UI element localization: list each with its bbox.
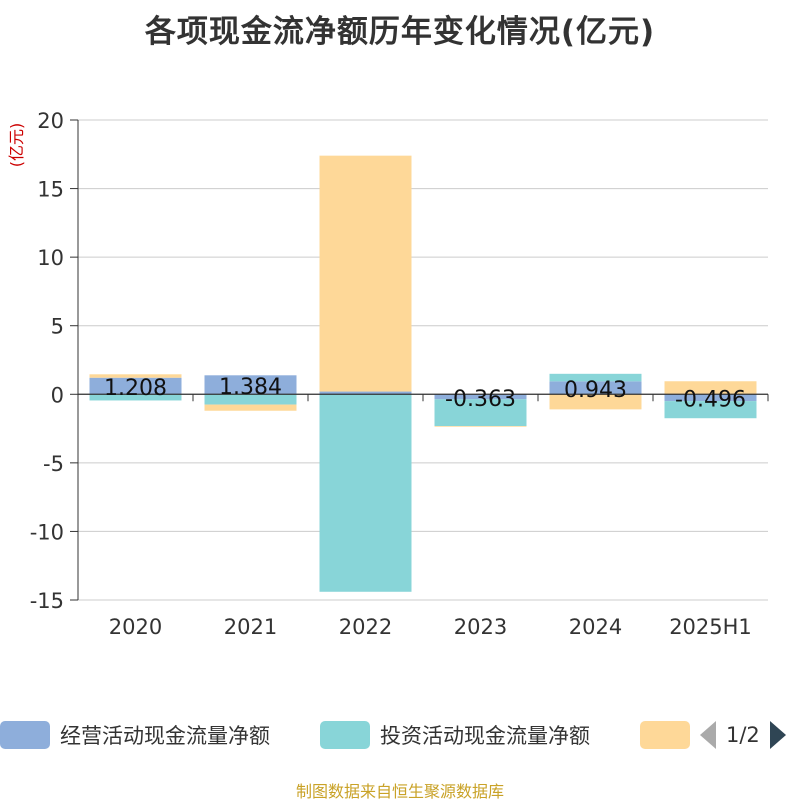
y-tick-label: 0: [51, 383, 64, 407]
legend: 经营活动现金流量净额 投资活动现金流量净额 1/2: [0, 716, 800, 752]
bar-2-2022[interactable]: [320, 394, 412, 591]
bar-3-2021[interactable]: [205, 405, 297, 411]
legend-item-investing[interactable]: 投资活动现金流量净额: [320, 720, 590, 750]
bars: [90, 156, 757, 592]
data-label: 0.943: [564, 378, 627, 403]
next-page-icon[interactable]: [770, 721, 786, 749]
x-tick-label: 2024: [569, 615, 622, 639]
y-tick-label: 10: [37, 246, 64, 270]
x-tick-label: 2023: [454, 615, 507, 639]
prev-page-icon[interactable]: [700, 721, 716, 749]
data-label: -0.496: [675, 388, 746, 413]
data-label: 1.208: [104, 376, 167, 401]
x-tick-label: 2025H1: [669, 615, 752, 639]
legend-swatch-financing: [640, 721, 690, 749]
source-note: 制图数据来自恒生聚源数据库: [0, 778, 800, 802]
y-tick-label: -15: [30, 589, 64, 613]
legend-item-financing[interactable]: [640, 720, 700, 750]
y-tick-label: -5: [43, 452, 64, 476]
grid-lines: [78, 120, 768, 600]
data-label: 1.384: [219, 375, 282, 400]
x-tick-label: 2022: [339, 615, 392, 639]
bar-chart: 20 15 10 5 0 -5 -10 -15 (亿元) 2020 2021 2022 2023 2024…: [0, 0, 800, 700]
y-tick-label: 20: [37, 109, 64, 133]
y-tick-label: 15: [37, 178, 64, 202]
x-tick-label: 2021: [224, 615, 277, 639]
bar-3-2023[interactable]: [435, 426, 527, 427]
x-tick-label: 2020: [109, 615, 162, 639]
legend-swatch-operating: [0, 721, 50, 749]
y-axis-label: (亿元): [7, 123, 26, 168]
data-label: -0.363: [445, 387, 516, 412]
legend-label-investing: 投资活动现金流量净额: [380, 720, 590, 750]
page-indicator: 1/2: [726, 723, 760, 747]
legend-swatch-investing: [320, 721, 370, 749]
legend-pager: 1/2: [700, 720, 786, 750]
legend-item-operating[interactable]: 经营活动现金流量净额: [0, 720, 270, 750]
y-tick-label: 5: [51, 315, 64, 339]
bar-3-2022[interactable]: [320, 156, 412, 392]
y-tick-label: -10: [30, 520, 64, 544]
legend-label-operating: 经营活动现金流量净额: [60, 720, 270, 750]
